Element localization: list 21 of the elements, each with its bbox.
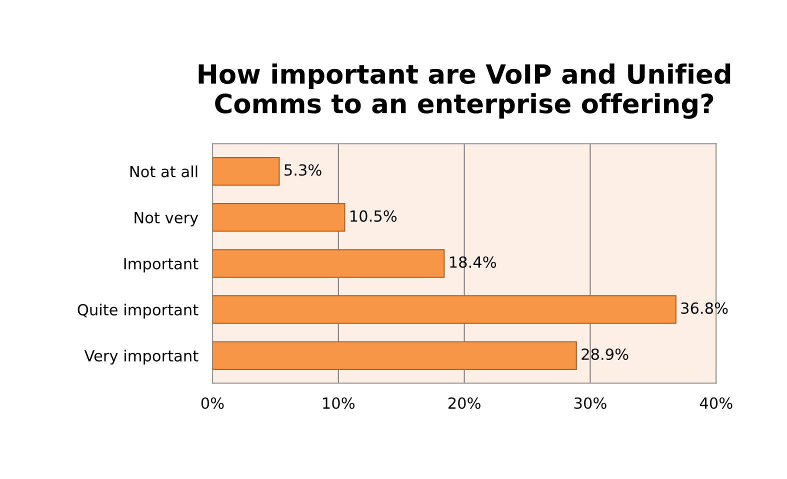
data-label: 18.4% <box>450 256 496 268</box>
x-tick-label: 10% <box>323 397 355 409</box>
bar <box>212 249 445 278</box>
data-label: 5.3% <box>284 164 322 176</box>
y-tick-label: Very important <box>84 350 198 365</box>
chart-title: How important are VoIP and Unified Comms to an enterprise offering? <box>198 64 730 119</box>
data-label: 36.8% <box>681 302 728 314</box>
y-tick-label: Quite important <box>78 304 198 318</box>
data-label: 28.9% <box>582 348 628 360</box>
bar <box>212 341 577 370</box>
x-tick-label: 40% <box>700 397 732 409</box>
bar <box>212 156 280 186</box>
x-tick-label: 20% <box>448 397 480 409</box>
y-tick-label: Not very <box>134 212 198 226</box>
x-tick-label: 30% <box>574 397 606 409</box>
data-label: 10.5% <box>350 210 397 222</box>
x-tick-label: 0% <box>201 397 224 409</box>
bar <box>212 295 676 324</box>
y-tick-label: Important <box>124 258 198 272</box>
bar <box>212 203 346 232</box>
y-tick-label: Not at all <box>130 166 198 178</box>
